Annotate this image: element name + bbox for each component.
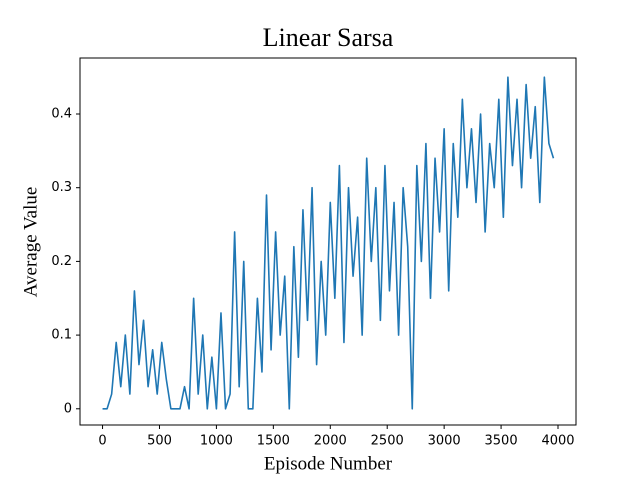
x-tick-label: 2000 (314, 434, 347, 449)
x-tick-label: 3500 (485, 434, 518, 449)
y-tick-label: 0.3 (51, 180, 72, 195)
data-line (102, 76, 555, 410)
y-tick-label: 0.2 (51, 254, 72, 269)
plot-frame (79, 57, 577, 426)
y-tick-label: 0.1 (51, 328, 72, 343)
y-tick-label: 0.4 (51, 107, 72, 122)
x-tick-label: 4000 (541, 434, 574, 449)
x-tick-label: 1500 (257, 434, 290, 449)
y-tick-label: 0 (64, 401, 72, 416)
x-tick-label: 500 (147, 434, 172, 449)
y-axis-label: Average Value (20, 187, 41, 298)
x-axis-label: Episode Number (264, 453, 393, 474)
x-tick-label: 1000 (200, 434, 233, 449)
x-tick-label: 3000 (428, 434, 461, 449)
x-tick-label: 2500 (371, 434, 404, 449)
x-tick-label: 0 (98, 434, 106, 449)
chart-title: Linear Sarsa (263, 23, 394, 52)
